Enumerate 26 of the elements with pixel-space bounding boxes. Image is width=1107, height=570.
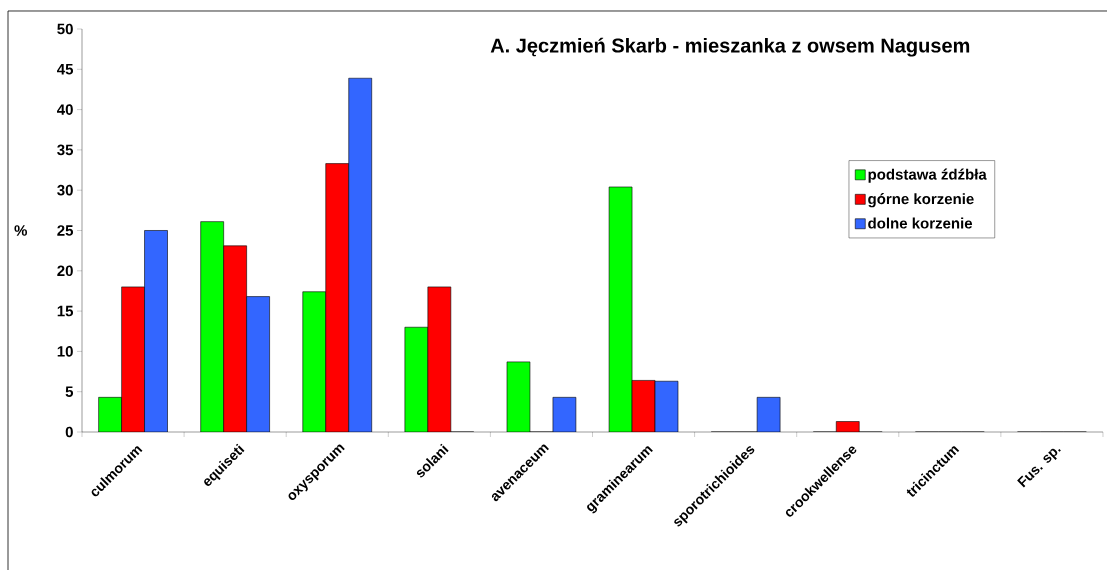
x-tick-label: Fus. sp. (1017, 448, 1061, 488)
y-tick-label: 40 (57, 104, 73, 115)
bar (302, 291, 326, 432)
bar (223, 245, 247, 432)
bar (427, 286, 451, 432)
y-tick-label: 20 (57, 265, 73, 277)
bar (200, 221, 224, 432)
y-tick-label: 35 (57, 144, 74, 156)
bar (325, 163, 349, 432)
y-axis-title: % (14, 225, 28, 236)
y-tick-label: 45 (57, 64, 74, 75)
legend-label: dolne korzenie (868, 217, 973, 229)
y-tick-label: 15 (57, 305, 74, 317)
bar (121, 286, 145, 432)
y-tick-label: 10 (57, 346, 73, 357)
y-tick-label: 0 (65, 426, 73, 438)
bar (609, 186, 633, 432)
y-tick-label: 30 (57, 184, 73, 196)
legend-label: górne korzenie (868, 193, 974, 208)
bar (404, 327, 428, 432)
y-tick-label: 25 (57, 225, 74, 236)
y-tick-label: 5 (65, 386, 74, 397)
chart-title: A. Jęczmień Skarb - mieszanka z owsem Nagusem (490, 37, 970, 57)
y-tick-label: 50 (57, 23, 73, 35)
legend-label: podstawa źdźbła (868, 168, 987, 183)
bar (98, 397, 122, 432)
